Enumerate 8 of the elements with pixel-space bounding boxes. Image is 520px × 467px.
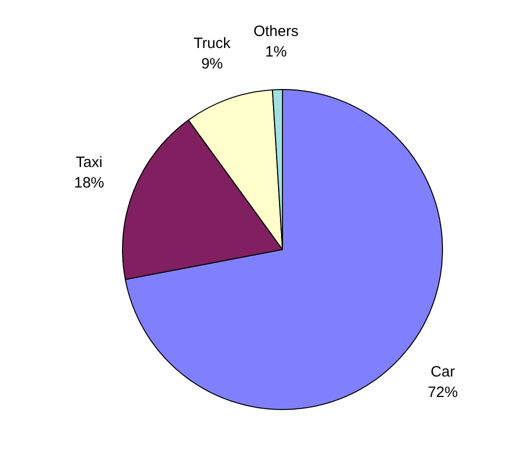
slice-label: Car	[430, 363, 455, 380]
data-label: 18%	[74, 174, 104, 192]
data-label: 9%	[201, 55, 223, 72]
slice-label: Taxi	[76, 154, 102, 172]
slice-label: Others	[253, 22, 298, 40]
data-label: 72%	[428, 384, 458, 401]
data-label: 1%	[265, 43, 287, 60]
slice-label: Truck	[194, 35, 232, 52]
